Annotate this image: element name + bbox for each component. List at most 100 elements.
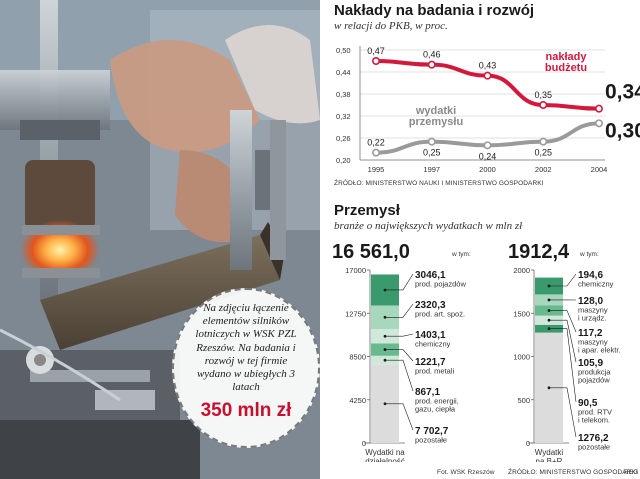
leader-line — [549, 310, 577, 333]
y-tick-label: 0,38 — [336, 90, 351, 99]
leader-line — [385, 359, 414, 392]
series-name-2: wydatki — [415, 105, 456, 117]
data-label-final: 0,30 — [605, 119, 640, 142]
rd-line-chart: 0,50 0,44 0,38 0,32 0,26 0,20 1995 1997 2000 2002… — [336, 46, 640, 174]
leader-line — [549, 328, 577, 403]
segment-name: chemiczny — [415, 340, 451, 349]
segment-value: 90,5 — [578, 398, 598, 409]
rd-spending-title: Nakłady na badania i rozwój — [334, 2, 535, 19]
y-tick-label: 8500 — [349, 353, 366, 362]
data-point — [594, 119, 603, 128]
rnd-bar-chart: 1912,4 w tym: 2000 1500 1000 500 0 194,6chemicz… — [508, 241, 621, 462]
caption-amount: 350 mln zł — [200, 400, 292, 422]
bar-total: 16 561,0 — [332, 241, 410, 263]
segment-value: 128,0 — [578, 296, 603, 307]
data-point — [371, 56, 380, 65]
leader-line — [549, 273, 577, 287]
segment-value: 1403,1 — [415, 330, 446, 341]
data-label: 0,43 — [479, 61, 497, 71]
series-name-1: nakłady — [546, 51, 588, 63]
segment-name: i apar. elektr. — [578, 346, 621, 355]
y-tick-label: 4250 — [349, 396, 366, 405]
x-tick-label: 2004 — [591, 165, 608, 174]
innovation-bar-chart: 16 561,0 w tym:17000127508500425003046,1p… — [332, 241, 471, 462]
leader-line — [385, 303, 414, 318]
segment-value: 105,9 — [578, 358, 603, 369]
leader-line — [385, 403, 414, 431]
data-point — [539, 101, 548, 110]
segment-name: prod. pojazdów — [415, 280, 466, 289]
category-label: działalność — [365, 457, 405, 462]
data-label: 0,47 — [367, 46, 385, 56]
y-tick-label: 500 — [517, 396, 530, 405]
segment-name: pozostałe — [415, 436, 447, 445]
industry-source: ŹRÓDŁO: MINISTERSTWO GOSPODARKI — [508, 469, 638, 476]
segment-value: 7 702,7 — [415, 426, 449, 437]
bar-total-suffix: w tym: — [451, 251, 471, 258]
rd-spending-subtitle: w relacji do PKB, w proc. — [334, 20, 448, 32]
segment-name: prod. RTV — [578, 408, 612, 417]
y-tick-label: 12750 — [345, 309, 366, 318]
x-tick-label: 1995 — [368, 165, 385, 174]
photo-credit: Fot. WSK Rzeszów — [437, 469, 495, 476]
rd-source: ŹRÓDŁO: MINISTERSTWO NAUKI I MINISTERSTW… — [334, 180, 544, 187]
segment-value: 3046,1 — [415, 270, 446, 281]
lab-photo — [0, 0, 320, 479]
data-label: 0,24 — [479, 151, 497, 161]
y-tick-label: 0,32 — [336, 112, 351, 121]
y-tick-label: 0,50 — [336, 46, 351, 55]
segment-value: 867,1 — [415, 387, 440, 398]
segment-value: 1276,2 — [578, 433, 609, 444]
photo-caption: Na zdjęciu łączenie elementów silników l… — [172, 288, 320, 448]
segment-name: gazu, ciepła — [415, 405, 456, 414]
segment-value: 2320,3 — [415, 300, 446, 311]
data-point — [427, 60, 436, 69]
data-point — [483, 141, 492, 150]
segment-value: 117,2 — [578, 328, 603, 339]
data-point — [483, 71, 492, 80]
bar-total: 1912,4 — [508, 241, 570, 263]
y-tick-label: 1000 — [513, 353, 530, 362]
segment-value: 194,6 — [578, 270, 603, 281]
leader-line — [549, 319, 577, 363]
segment-name: maszyny — [578, 338, 608, 347]
data-label: 0,22 — [367, 138, 385, 148]
y-tick-label: 2000 — [513, 266, 530, 275]
leader-line — [549, 387, 577, 438]
segment-name: prod. metali — [415, 367, 455, 376]
data-point — [427, 137, 436, 146]
y-tick-label: 0,44 — [336, 68, 351, 77]
segment-value: 1221,7 — [415, 357, 446, 368]
segment-name: prod. art. spoż. — [415, 310, 465, 319]
x-tick-label: 2002 — [535, 165, 552, 174]
segment-name: pojazdów — [578, 376, 610, 385]
y-tick-label: 0 — [526, 439, 530, 448]
y-tick-label: 17000 — [345, 266, 366, 275]
series-name-1b: budżetu — [545, 62, 587, 74]
category-label: Wydatki — [535, 448, 564, 457]
category-label: na B+R — [536, 457, 563, 462]
segment-name: maszyny — [578, 306, 608, 315]
y-tick-label: 0,26 — [336, 134, 351, 143]
segment-name: pozostałe — [578, 443, 610, 452]
series-name-2b: przemysłu — [409, 116, 463, 128]
data-label: 0,25 — [423, 148, 441, 158]
x-tick-label: 1997 — [423, 165, 440, 174]
bar-total-suffix: w tym: — [579, 251, 599, 258]
leader-line — [385, 273, 414, 291]
leader-line — [385, 333, 414, 337]
segment-name: prod. energii, — [415, 397, 459, 406]
y-tick-label: 0,20 — [336, 156, 351, 165]
y-tick-label: 1500 — [513, 309, 530, 318]
segment-name: i telekom. — [578, 416, 610, 425]
data-point — [371, 148, 380, 157]
category-label: Wydatki na — [365, 448, 405, 457]
data-point — [539, 137, 548, 146]
data-point — [594, 104, 603, 113]
segment-name: produkcja — [578, 368, 611, 377]
photo-panel: Na zdjęciu łączenie elementów silników l… — [0, 0, 320, 479]
data-label: 0,46 — [423, 50, 441, 60]
y-tick-label: 0 — [362, 439, 366, 448]
data-label: 0,25 — [534, 148, 552, 158]
data-label-final: 0,34 — [605, 81, 640, 104]
